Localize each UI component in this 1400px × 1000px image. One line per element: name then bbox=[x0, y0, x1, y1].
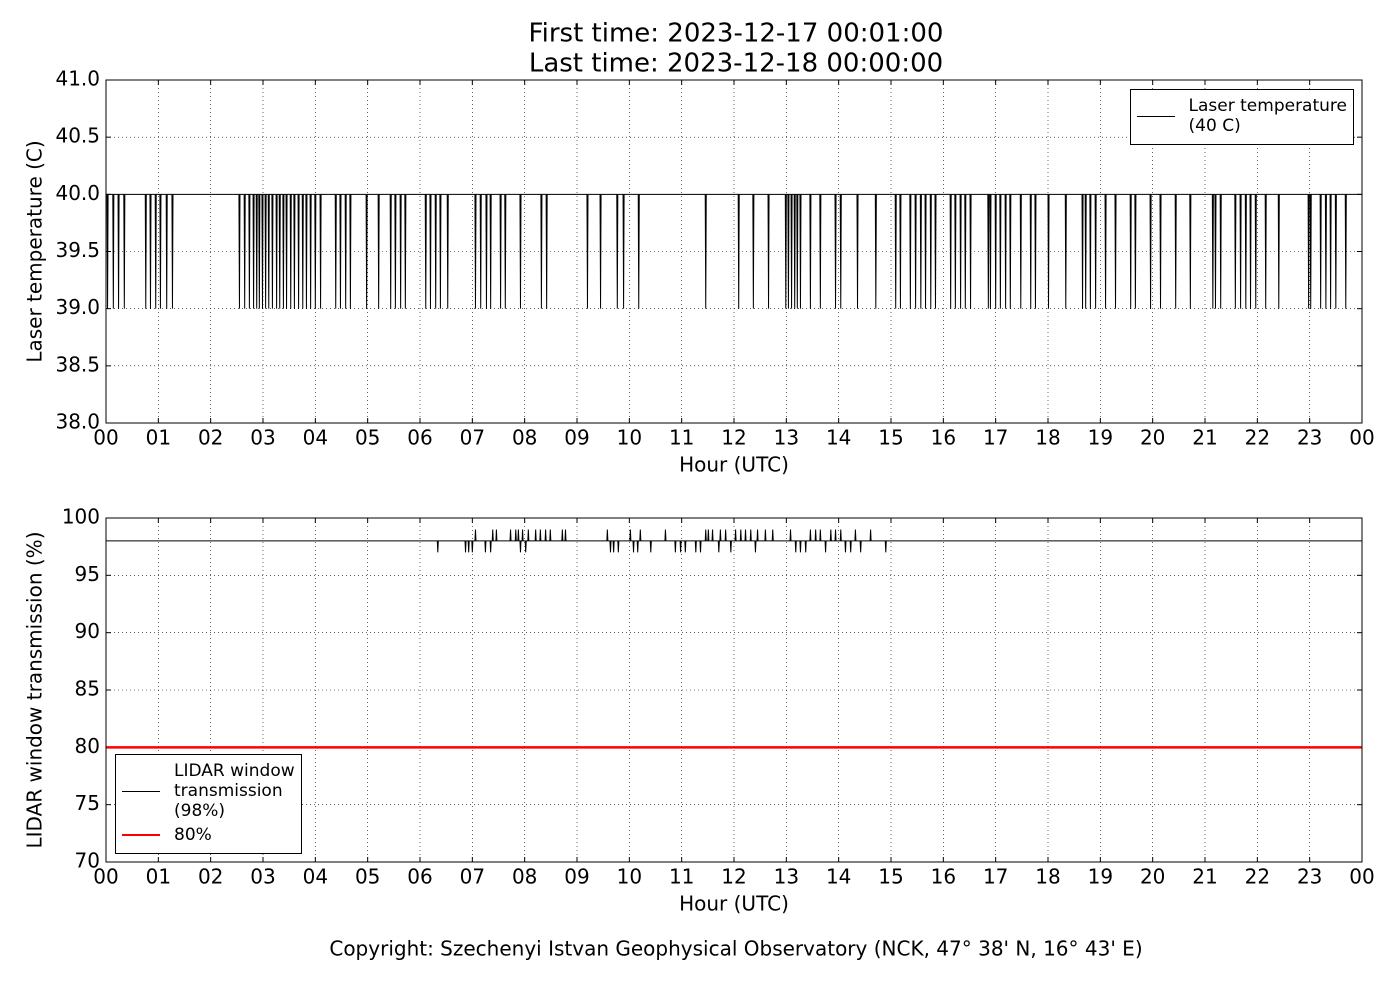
x-tick-label: 15 bbox=[878, 865, 903, 889]
x-tick-label: 14 bbox=[826, 426, 851, 450]
y-tick-label: 80 bbox=[75, 734, 100, 758]
x-tick-label: 15 bbox=[878, 426, 903, 450]
x-tick-label: 07 bbox=[460, 426, 485, 450]
plot-frame bbox=[105, 79, 1363, 424]
x-tick-label: 00 bbox=[93, 426, 118, 450]
x-tick-label: 08 bbox=[512, 426, 537, 450]
x-tick-label: 11 bbox=[669, 426, 694, 450]
legend-label: 80% bbox=[174, 825, 212, 845]
y-tick-label: 40.5 bbox=[55, 124, 100, 148]
footer: Copyright: Szechenyi Istvan Geophysical … bbox=[329, 937, 1142, 961]
x-tick-label: 21 bbox=[1192, 426, 1217, 450]
x-tick-label: 16 bbox=[931, 865, 956, 889]
y-tick-label: 38.5 bbox=[55, 352, 100, 376]
y-axis-label: LIDAR window transmission (%) bbox=[23, 532, 47, 849]
x-tick-label: 13 bbox=[774, 426, 799, 450]
x-tick-label: 06 bbox=[407, 426, 432, 450]
x-tick-label: 07 bbox=[460, 865, 485, 889]
x-tick-label: 11 bbox=[669, 865, 694, 889]
y-tick-label: 75 bbox=[75, 791, 100, 815]
x-tick-label: 18 bbox=[1035, 865, 1060, 889]
x-tick-label: 17 bbox=[983, 426, 1008, 450]
x-tick-label: 03 bbox=[250, 426, 275, 450]
y-tick-label: 38.0 bbox=[55, 410, 100, 434]
legend: LIDAR window transmission (98%) 80% bbox=[115, 754, 302, 854]
x-tick-label: 09 bbox=[564, 426, 589, 450]
legend-entry: 80% bbox=[122, 825, 295, 845]
y-tick-label: 39.5 bbox=[55, 238, 100, 262]
x-axis-label: Hour (UTC) bbox=[679, 453, 789, 477]
y-tick-label: 100 bbox=[62, 505, 100, 529]
x-tick-label: 10 bbox=[617, 426, 642, 450]
legend-label: LIDAR window transmission (98%) bbox=[174, 761, 295, 821]
x-tick-label: 17 bbox=[983, 865, 1008, 889]
x-tick-label: 20 bbox=[1140, 865, 1165, 889]
x-tick-label: 02 bbox=[198, 426, 223, 450]
y-tick-label: 70 bbox=[75, 849, 100, 873]
y-tick-label: 95 bbox=[75, 562, 100, 586]
x-tick-label: 03 bbox=[250, 865, 275, 889]
title-line: Last time: 2023-12-18 00:00:00 bbox=[529, 49, 943, 79]
x-tick-label: 05 bbox=[355, 865, 380, 889]
y-tick-label: 40.0 bbox=[55, 181, 100, 205]
x-tick-label: 22 bbox=[1245, 865, 1270, 889]
x-tick-label: 23 bbox=[1297, 426, 1322, 450]
x-tick-label: 12 bbox=[721, 426, 746, 450]
x-tick-label: 04 bbox=[303, 426, 328, 450]
legend-swatch bbox=[122, 790, 160, 792]
x-tick-label: 09 bbox=[564, 865, 589, 889]
x-tick-label: 23 bbox=[1297, 865, 1322, 889]
x-tick-label: 10 bbox=[617, 865, 642, 889]
legend: Laser temperature (40 C) bbox=[1129, 89, 1354, 145]
series-line bbox=[106, 193, 1362, 309]
x-tick-label: 00 bbox=[1349, 865, 1374, 889]
x-tick-label: 12 bbox=[721, 865, 746, 889]
legend-entry: Laser temperature (40 C) bbox=[1136, 96, 1347, 136]
legend-swatch bbox=[122, 834, 160, 836]
x-tick-label: 16 bbox=[931, 426, 956, 450]
x-tick-label: 00 bbox=[1349, 426, 1374, 450]
title-line: First time: 2023-12-17 00:01:00 bbox=[529, 19, 944, 49]
x-tick-label: 01 bbox=[146, 865, 171, 889]
legend-label: Laser temperature (40 C) bbox=[1188, 96, 1347, 136]
x-tick-label: 19 bbox=[1088, 865, 1113, 889]
x-tick-label: 05 bbox=[355, 426, 380, 450]
x-tick-label: 22 bbox=[1245, 426, 1270, 450]
y-tick-label: 39.0 bbox=[55, 295, 100, 319]
x-tick-label: 01 bbox=[146, 426, 171, 450]
x-tick-label: 14 bbox=[826, 865, 851, 889]
series-line bbox=[106, 529, 1362, 553]
x-tick-label: 04 bbox=[303, 865, 328, 889]
x-tick-label: 13 bbox=[774, 865, 799, 889]
y-tick-label: 90 bbox=[75, 619, 100, 643]
x-tick-label: 19 bbox=[1088, 426, 1113, 450]
x-axis-label: Hour (UTC) bbox=[679, 892, 789, 916]
x-tick-label: 08 bbox=[512, 865, 537, 889]
y-axis-label: Laser temperature (C) bbox=[23, 140, 47, 362]
x-tick-label: 18 bbox=[1035, 426, 1060, 450]
x-tick-label: 20 bbox=[1140, 426, 1165, 450]
x-tick-label: 00 bbox=[93, 865, 118, 889]
x-tick-label: 06 bbox=[407, 865, 432, 889]
y-tick-label: 85 bbox=[75, 677, 100, 701]
x-tick-label: 02 bbox=[198, 865, 223, 889]
y-tick-label: 41.0 bbox=[55, 67, 100, 91]
legend-entry: LIDAR window transmission (98%) bbox=[122, 761, 295, 821]
x-tick-label: 21 bbox=[1192, 865, 1217, 889]
plot-frame bbox=[105, 517, 1363, 863]
legend-swatch bbox=[1136, 115, 1175, 117]
